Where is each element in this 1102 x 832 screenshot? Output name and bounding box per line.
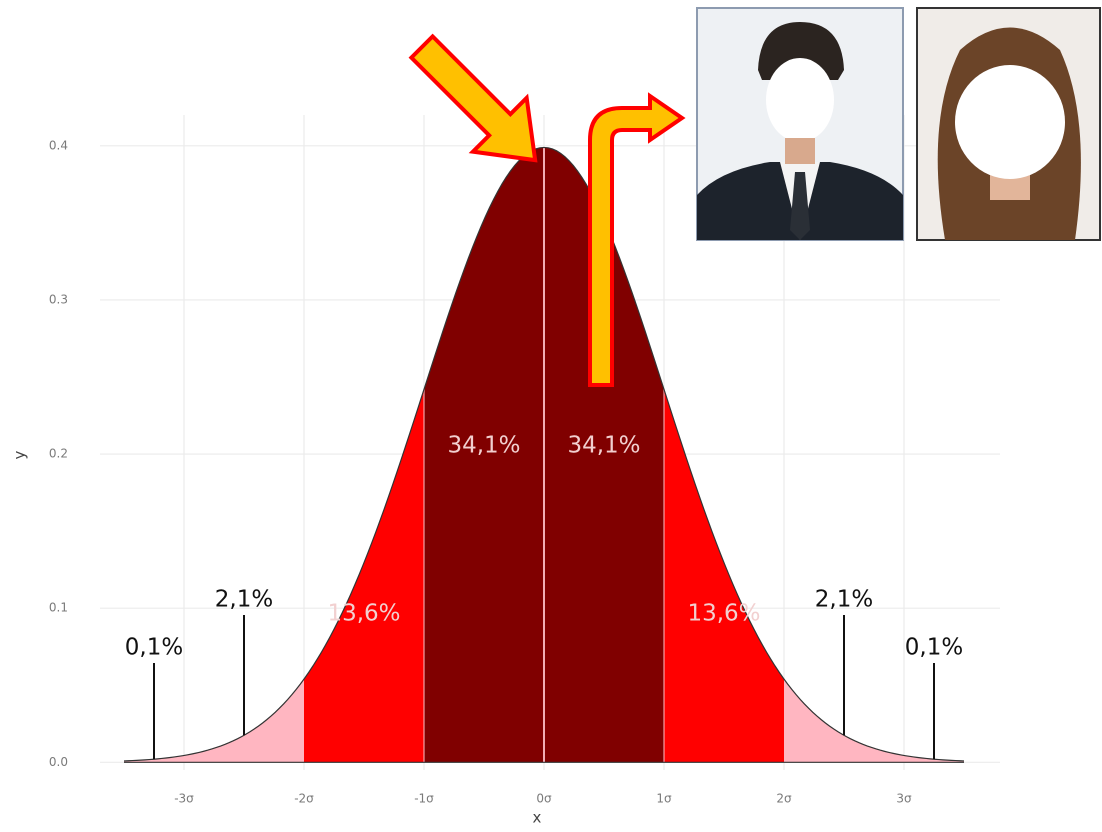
x-tick-label: 1σ [656,792,672,806]
y-tick-label: 0.2 [49,447,68,461]
value-label: 34,1% [567,433,640,459]
x-tick-label: -2σ [294,792,314,806]
y-tick-label: 0.0 [49,755,68,769]
y-tick-label: 0.1 [49,601,68,615]
pointer-arrow [395,20,562,187]
y-tick-label: 0.3 [49,292,68,306]
chart: 0.0 0.1 0.2 0.3 0.4 -3σ -2σ -1σ 0σ 1σ 2σ 3σ 0,1% 2,1%… [0,0,1102,832]
value-label: 0,1% [905,635,963,661]
value-label: 0,1% [125,635,183,661]
value-label: 2,1% [815,587,873,613]
y-axis-label: y [11,450,29,459]
value-label: 13,6% [327,601,400,627]
value-label: 34,1% [447,433,520,459]
x-tick-label: 3σ [896,792,912,806]
photo-man [697,8,903,240]
value-label: 2,1% [215,587,273,613]
x-tick-label: 0σ [536,792,552,806]
x-tick-label: 2σ [776,792,792,806]
x-tick-label: -3σ [174,792,194,806]
x-axis-label: x [533,809,542,827]
value-label: 13,6% [687,601,760,627]
y-tick-label: 0.4 [49,138,68,152]
x-tick-label: -1σ [414,792,434,806]
photo-woman [917,8,1100,240]
